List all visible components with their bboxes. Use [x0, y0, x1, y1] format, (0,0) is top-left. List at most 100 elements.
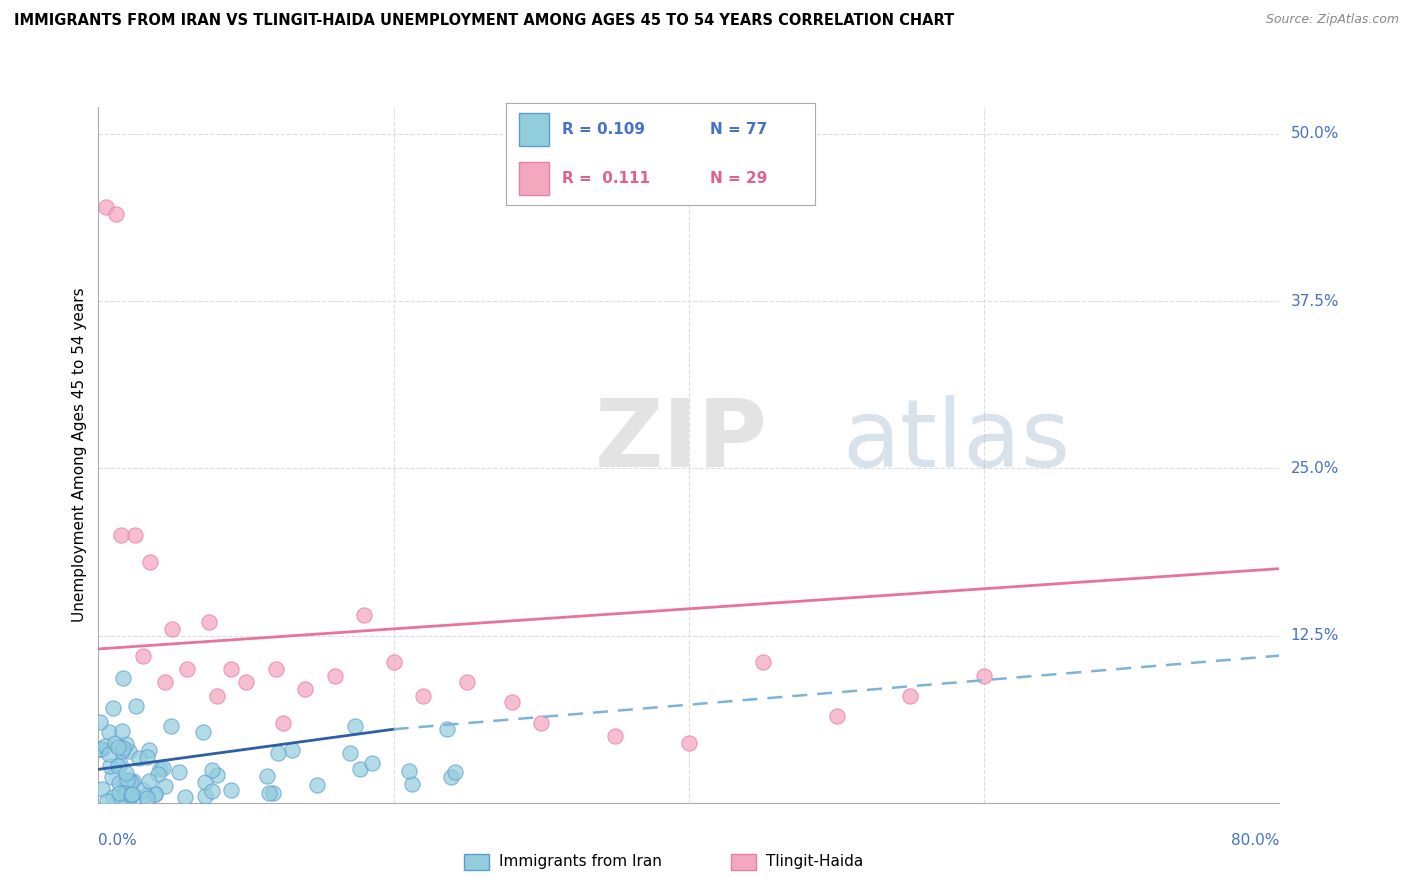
Point: [219, 662, 243, 676]
Point: [89, 715, 111, 730]
Text: atlas: atlas: [842, 395, 1071, 487]
Point: [114, 765, 136, 780]
Point: [205, 689, 228, 703]
Point: [110, 528, 132, 542]
Point: [201, 784, 224, 798]
Point: [398, 764, 420, 778]
Point: [120, 788, 142, 802]
Text: 0.0%: 0.0%: [98, 833, 138, 848]
Point: [104, 736, 127, 750]
Point: [205, 768, 228, 782]
Point: [111, 743, 134, 757]
Point: [89, 742, 111, 756]
Point: [281, 743, 304, 757]
Point: [436, 722, 458, 736]
Point: [198, 615, 221, 630]
Point: [107, 758, 129, 772]
Point: [155, 779, 177, 793]
Point: [108, 786, 131, 800]
Point: [153, 675, 176, 690]
Point: [132, 782, 155, 797]
Point: [162, 622, 183, 636]
Point: [235, 675, 257, 690]
Point: [112, 671, 135, 685]
Point: [90, 741, 112, 756]
Point: [138, 742, 160, 756]
Point: [678, 735, 700, 749]
Point: [143, 787, 166, 801]
Point: [115, 773, 138, 788]
Point: [152, 761, 174, 775]
Text: Source: ZipAtlas.com: Source: ZipAtlas.com: [1265, 13, 1399, 27]
Point: [128, 751, 150, 765]
Point: [159, 719, 181, 733]
Point: [114, 786, 136, 800]
Point: [349, 762, 371, 776]
Point: [605, 729, 627, 743]
Text: Tlingit-Haida: Tlingit-Haida: [766, 855, 863, 869]
Text: 12.5%: 12.5%: [1291, 628, 1339, 643]
FancyBboxPatch shape: [519, 113, 550, 145]
Point: [194, 789, 217, 803]
Point: [751, 655, 773, 669]
Point: [94, 200, 117, 214]
Point: [440, 771, 463, 785]
Text: R = 0.109: R = 0.109: [562, 121, 645, 136]
Point: [201, 763, 224, 777]
Point: [194, 775, 217, 789]
Point: [259, 786, 281, 800]
Point: [138, 774, 160, 789]
Text: 25.0%: 25.0%: [1291, 461, 1339, 475]
Text: IMMIGRANTS FROM IRAN VS TLINGIT-HAIDA UNEMPLOYMENT AMONG AGES 45 TO 54 YEARS COR: IMMIGRANTS FROM IRAN VS TLINGIT-HAIDA UN…: [14, 13, 955, 29]
Point: [176, 662, 198, 676]
Point: [412, 689, 434, 703]
Point: [530, 715, 553, 730]
Point: [262, 786, 284, 800]
Point: [501, 696, 523, 710]
Point: [361, 756, 384, 770]
Point: [118, 744, 141, 758]
Point: [139, 555, 162, 569]
Point: [107, 793, 129, 807]
Text: 50.0%: 50.0%: [1291, 127, 1339, 141]
Point: [135, 791, 157, 805]
Point: [120, 775, 142, 789]
Point: [96, 794, 118, 808]
Point: [339, 746, 361, 760]
Point: [90, 742, 112, 756]
Point: [121, 787, 143, 801]
Point: [174, 789, 197, 804]
Point: [98, 759, 121, 773]
Point: [101, 790, 124, 805]
Point: [132, 648, 155, 663]
Point: [94, 739, 117, 754]
Point: [307, 778, 329, 792]
Point: [264, 662, 287, 676]
Text: N = 29: N = 29: [710, 171, 768, 186]
Point: [825, 708, 848, 723]
Text: ZIP: ZIP: [595, 395, 768, 487]
Point: [108, 757, 131, 772]
Point: [105, 207, 128, 221]
Y-axis label: Unemployment Among Ages 45 to 54 years: Unemployment Among Ages 45 to 54 years: [72, 287, 87, 623]
Point: [103, 701, 125, 715]
Point: [111, 724, 134, 739]
Point: [271, 715, 294, 730]
Point: [125, 698, 148, 713]
Point: [294, 681, 316, 696]
Point: [900, 689, 922, 703]
Point: [135, 789, 157, 803]
Point: [443, 765, 465, 780]
Point: [122, 791, 145, 805]
Point: [456, 675, 478, 690]
Point: [101, 770, 124, 784]
Text: N = 77: N = 77: [710, 121, 768, 136]
Point: [193, 725, 215, 739]
Point: [124, 528, 146, 542]
Point: [136, 749, 159, 764]
Point: [353, 608, 375, 623]
Point: [973, 669, 995, 683]
Point: [344, 719, 367, 733]
Point: [219, 783, 242, 797]
Text: 37.5%: 37.5%: [1291, 293, 1339, 309]
